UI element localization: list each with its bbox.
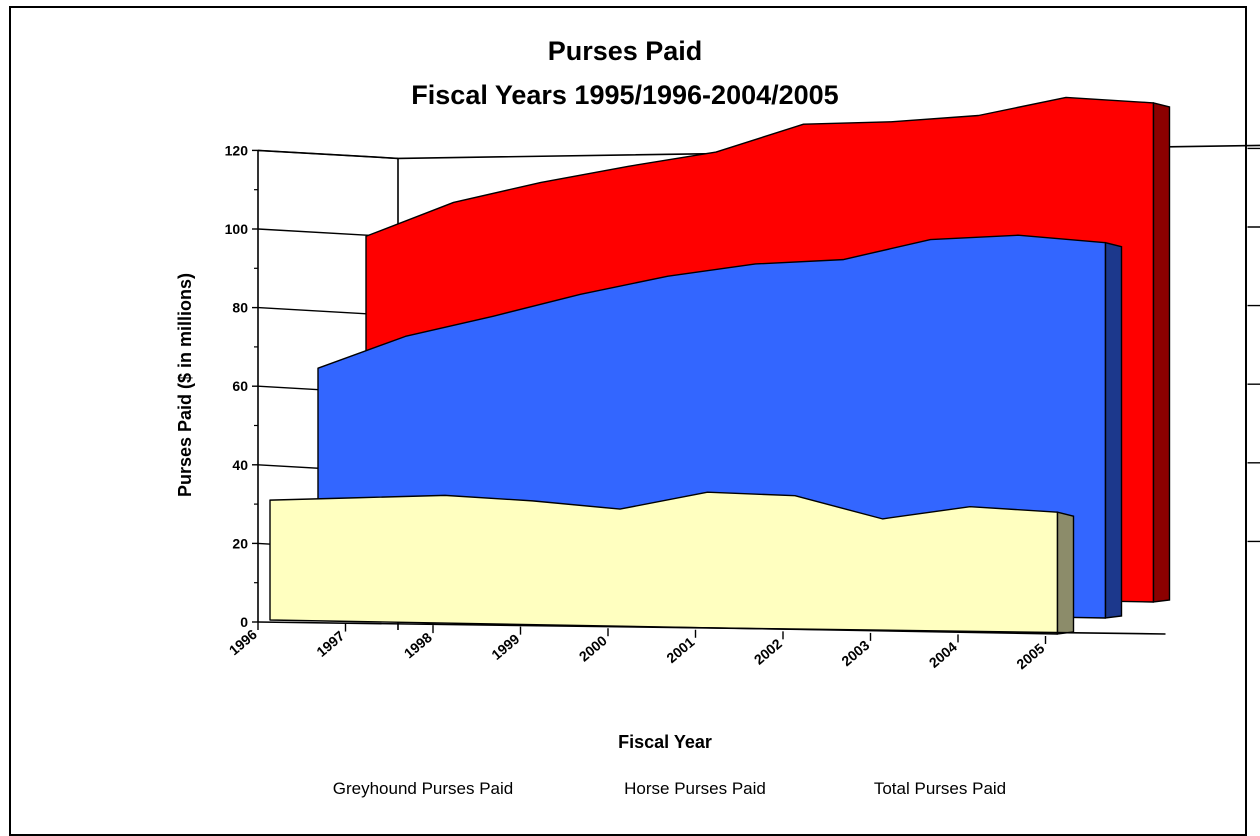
chart-title: Purses Paid [548,36,703,66]
y-tick-label-20: 20 [232,535,248,551]
x-tick-label-2003: 2003 [838,637,872,669]
legend-item-horse: Horse Purses Paid [624,779,766,798]
series-area-0 [269,491,1059,635]
y-axis-title: Purses Paid ($ in millions) [175,273,195,497]
x-tick-label-1996: 1996 [226,626,260,658]
y-tick-label-80: 80 [232,300,248,316]
series-side-1 [1104,241,1123,619]
x-axis-title: Fiscal Year [618,732,712,752]
y-tick-label-100: 100 [225,221,249,237]
x-tick-label-2001: 2001 [663,634,697,666]
y-tick-label-120: 120 [225,142,249,158]
series-side-0 [1056,511,1075,635]
x-tick-label-1999: 1999 [488,631,522,663]
x-tick-label-2004: 2004 [926,638,960,670]
x-tick-label-1998: 1998 [401,629,435,661]
x-tick-label-2002: 2002 [751,635,785,667]
chart-series [269,96,1171,635]
x-tick-label-1997: 1997 [313,627,347,659]
x-tick-label-2005: 2005 [1013,640,1047,672]
y-tick-label-40: 40 [232,457,248,473]
x-axis-line [257,621,1166,635]
y-tick-label-60: 60 [232,378,248,394]
series-side-2 [1152,101,1171,603]
chart-subtitle: Fiscal Years 1995/1996-2004/2005 [411,80,838,110]
legend-item-greyhound: Greyhound Purses Paid [333,779,514,798]
legend-item-total: Total Purses Paid [874,779,1006,798]
y-tick-label-0: 0 [240,614,248,630]
gridline-left-120 [257,149,399,160]
x-tick-label-2000: 2000 [576,632,610,664]
